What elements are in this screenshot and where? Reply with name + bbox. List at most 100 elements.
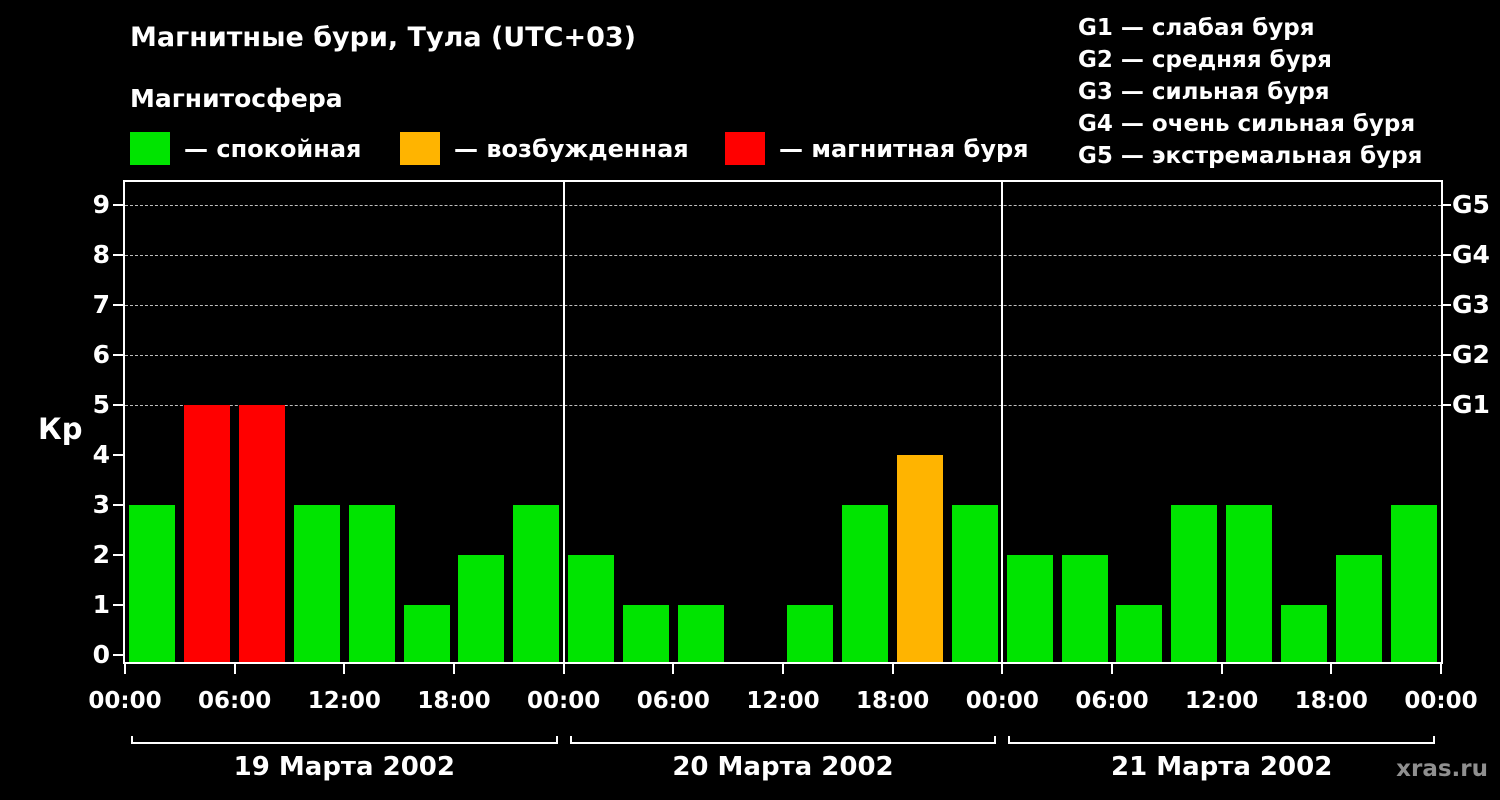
x-tick-mark [672, 664, 675, 674]
g-tick-mark [1441, 254, 1451, 256]
gridline-kp-5 [125, 405, 1441, 406]
y-tick-mark [113, 654, 123, 656]
x-tick-mark [343, 664, 346, 674]
x-tick-label: 18:00 [1294, 688, 1368, 714]
kp-bar [1226, 505, 1273, 662]
g-scale-g4: G4 — очень сильная буря [1078, 111, 1416, 137]
y-tick-label: 1 [92, 590, 110, 619]
x-tick-label: 12:00 [746, 688, 820, 714]
kp-bar [239, 405, 286, 662]
legend-item-storm: — магнитная буря [725, 132, 1029, 165]
y-tick-mark [113, 304, 123, 306]
kp-bar [677, 605, 724, 662]
x-tick-label: 06:00 [198, 688, 272, 714]
kp-bar [951, 505, 998, 662]
g-scale-g1: G1 — слабая буря [1078, 15, 1315, 41]
y-tick-mark [113, 254, 123, 256]
y-tick-label: 7 [92, 290, 110, 319]
x-tick-mark [782, 664, 784, 674]
x-tick-mark [891, 664, 894, 674]
kp-bar [1116, 605, 1163, 662]
y-tick-label: 5 [92, 390, 110, 419]
x-tick-label: 00:00 [965, 688, 1039, 714]
kp-bar [622, 605, 669, 662]
x-tick-mark [453, 664, 455, 674]
kp-bar [1390, 505, 1437, 662]
kp-bar [1335, 555, 1382, 662]
kp-bar [1006, 555, 1053, 662]
kp-bar [1280, 605, 1327, 662]
watermark: xras.ru [1396, 756, 1488, 782]
kp-bar [129, 505, 176, 662]
kp-bar [348, 505, 395, 662]
g-tick-label: G1 [1452, 390, 1490, 419]
x-tick-mark [233, 664, 236, 674]
x-tick-mark [1440, 664, 1442, 674]
legend-label-unsettled: — возбужденная [454, 134, 689, 163]
chart-subtitle: Магнитосфера [130, 84, 343, 113]
legend-label-storm: — магнитная буря [779, 134, 1029, 163]
legend-item-quiet: — спокойная [130, 132, 361, 165]
kp-bar [403, 605, 450, 662]
x-tick-label: 18:00 [417, 688, 491, 714]
g-tick-label: G4 [1452, 240, 1490, 269]
x-tick-mark [1220, 664, 1223, 674]
g-scale-legend: G1 — слабая буря G2 — средняя буря G3 — … [1078, 12, 1422, 172]
y-tick-mark [113, 454, 123, 456]
x-tick-mark [562, 664, 565, 674]
plot-area [123, 180, 1443, 664]
g-tick-mark [1441, 404, 1451, 406]
g-tick-mark [1441, 354, 1451, 356]
x-tick-mark [1111, 664, 1113, 674]
x-tick-label: 00:00 [1404, 688, 1478, 714]
x-tick-label: 00:00 [527, 688, 601, 714]
y-tick-label: 2 [92, 540, 110, 569]
kp-bar [184, 405, 231, 662]
y-tick-mark [113, 554, 123, 556]
y-tick-label: 4 [92, 440, 110, 469]
y-tick-mark [113, 504, 123, 506]
g-tick-mark [1441, 204, 1451, 206]
g-tick-mark [1441, 304, 1451, 306]
x-tick-label: 12:00 [1185, 688, 1259, 714]
g-tick-label: G5 [1452, 190, 1490, 219]
x-tick-mark [1330, 664, 1333, 674]
kp-bar [458, 555, 505, 662]
day-date-label: 20 Марта 2002 [672, 752, 894, 782]
legend-item-unsettled: — возбужденная [400, 132, 689, 165]
y-tick-label: 0 [92, 640, 110, 669]
g-tick-label: G2 [1452, 340, 1490, 369]
unsettled-color-swatch-icon [400, 132, 440, 165]
day-date-label: 19 Марта 2002 [233, 752, 455, 782]
gridline-kp-9 [125, 205, 1441, 206]
g-tick-label: G3 [1452, 290, 1490, 319]
page-title: Магнитные бури, Тула (UTC+03) [130, 22, 636, 53]
y-tick-label: 8 [92, 240, 110, 269]
legend-label-quiet: — спокойная [184, 134, 362, 163]
kp-bar [842, 505, 889, 662]
kp-bar [1061, 555, 1108, 662]
day-separator [1001, 182, 1004, 662]
day-bracket [131, 736, 558, 744]
x-tick-label: 12:00 [307, 688, 381, 714]
y-tick-mark [113, 204, 123, 206]
gridline-kp-6 [125, 355, 1441, 356]
day-bracket [569, 736, 997, 744]
kp-bar [293, 505, 340, 662]
y-tick-mark [113, 604, 123, 606]
kp-bar [897, 455, 944, 662]
x-tick-label: 06:00 [636, 688, 710, 714]
y-tick-mark [113, 404, 123, 406]
kp-bar [1171, 505, 1218, 662]
day-separator [562, 182, 565, 662]
x-tick-label: 00:00 [88, 688, 162, 714]
x-tick-label: 06:00 [1075, 688, 1149, 714]
y-tick-mark [113, 354, 123, 356]
x-tick-label: 18:00 [856, 688, 930, 714]
kp-bar [787, 605, 834, 662]
y-tick-label: 6 [92, 340, 110, 369]
y-tick-label: 9 [92, 190, 110, 219]
g-scale-g2: G2 — средняя буря [1078, 47, 1332, 73]
day-bracket [1008, 736, 1435, 744]
